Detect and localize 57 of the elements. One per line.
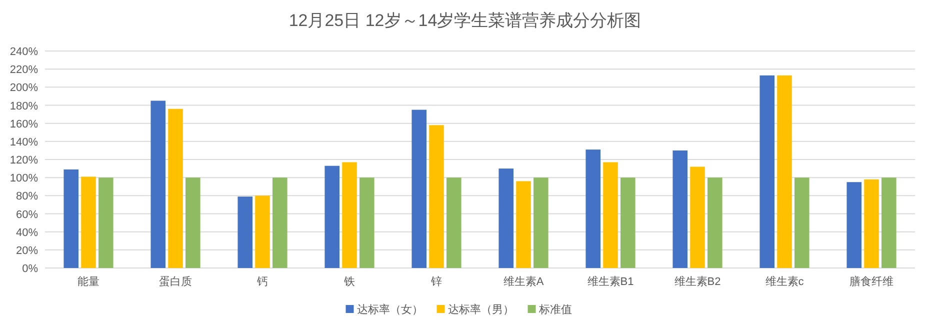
y-tick-label: 240% bbox=[10, 46, 38, 58]
y-tick-label: 120% bbox=[10, 154, 38, 166]
x-tick-label: 维生素B2 bbox=[674, 275, 721, 288]
bar bbox=[255, 196, 270, 268]
x-tick-label: 维生素B1 bbox=[587, 275, 634, 288]
x-tick-label: 钙 bbox=[256, 276, 268, 288]
bar bbox=[342, 162, 357, 268]
y-tick-label: 160% bbox=[10, 118, 38, 130]
y-tick-label: 180% bbox=[10, 100, 38, 112]
y-tick-label: 100% bbox=[10, 172, 38, 185]
y-tick-label: 40% bbox=[16, 226, 38, 239]
bar bbox=[168, 108, 183, 268]
bar bbox=[794, 178, 810, 268]
bar bbox=[864, 179, 879, 268]
bar bbox=[98, 178, 114, 268]
bar bbox=[150, 100, 166, 268]
bar bbox=[429, 125, 444, 268]
y-tick-label: 220% bbox=[10, 64, 38, 76]
x-tick-label: 铁 bbox=[343, 276, 355, 288]
bar bbox=[412, 110, 426, 268]
bar bbox=[81, 176, 96, 268]
bar bbox=[672, 150, 688, 268]
x-tick-label: 维生素c bbox=[765, 275, 804, 288]
bar bbox=[760, 75, 774, 268]
bar bbox=[446, 178, 462, 268]
bar bbox=[846, 182, 862, 268]
bar bbox=[64, 169, 78, 268]
legend-label: 达标率（女） bbox=[356, 303, 423, 316]
legend-label: 标准值 bbox=[538, 303, 572, 316]
chart-title: 12月25日 12岁～14岁学生菜谱营养成分分析图 bbox=[288, 11, 642, 30]
y-tick-label: 200% bbox=[10, 82, 38, 94]
bar bbox=[708, 178, 722, 268]
y-tick-label: 80% bbox=[16, 190, 38, 203]
bar bbox=[272, 178, 288, 268]
bar bbox=[603, 162, 618, 268]
legend-label: 达标率（男） bbox=[448, 303, 514, 316]
bar bbox=[186, 178, 200, 268]
y-tick-label: 60% bbox=[16, 208, 38, 221]
x-tick-label: 锌 bbox=[430, 275, 442, 288]
y-tick-label: 140% bbox=[10, 136, 38, 148]
bar bbox=[516, 181, 531, 268]
bar bbox=[620, 178, 636, 268]
bar bbox=[238, 196, 252, 268]
y-tick-label: 0% bbox=[22, 263, 38, 275]
bar bbox=[777, 75, 792, 268]
bar bbox=[586, 150, 600, 268]
x-tick-label: 蛋白质 bbox=[159, 275, 192, 288]
x-tick-label: 能量 bbox=[78, 275, 100, 288]
y-tick-label: 20% bbox=[16, 244, 38, 257]
bar bbox=[534, 178, 548, 268]
bar bbox=[690, 166, 705, 268]
x-tick-label: 膳食纤维 bbox=[850, 275, 894, 288]
bar bbox=[324, 166, 340, 268]
bar bbox=[360, 178, 374, 268]
bar bbox=[498, 168, 514, 268]
x-tick-label: 维生素A bbox=[503, 275, 544, 288]
bar bbox=[882, 178, 896, 268]
